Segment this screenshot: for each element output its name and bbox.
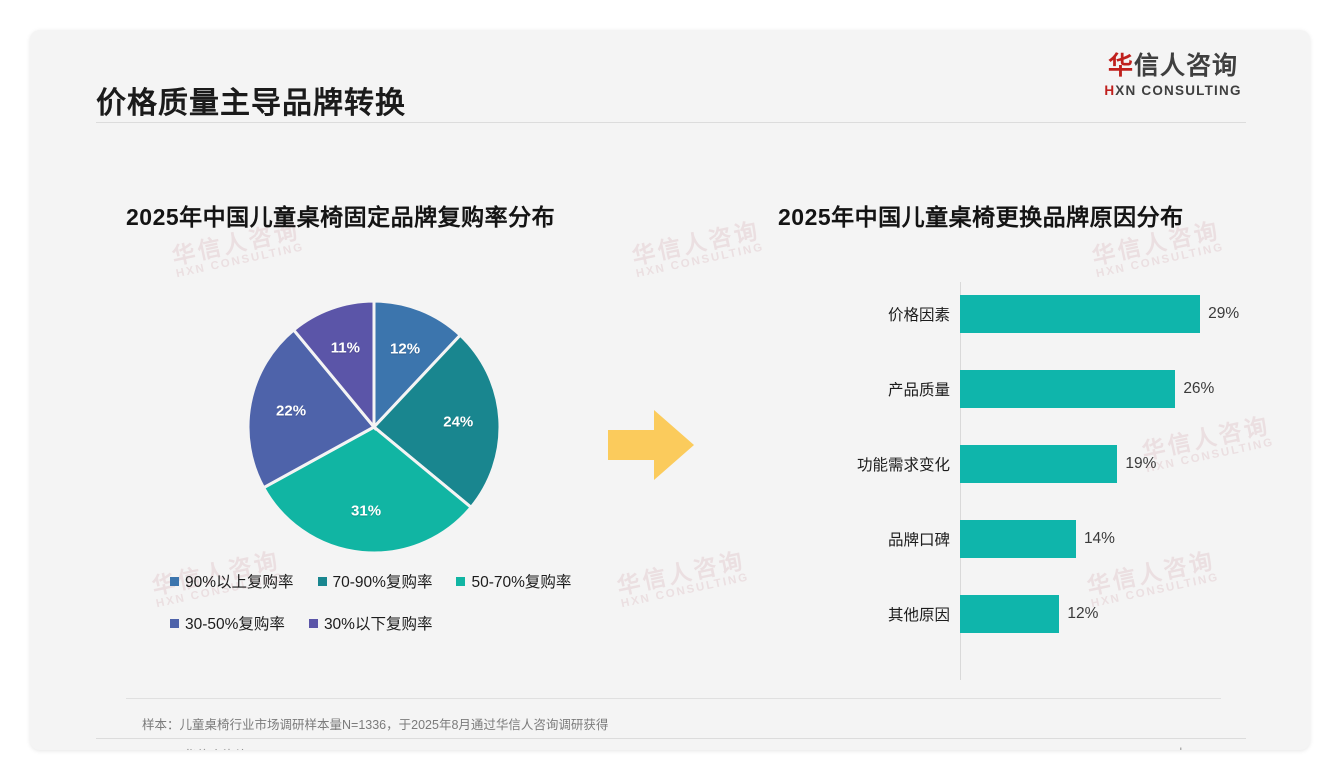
legend-item-label: 50-70%复购率 bbox=[471, 574, 572, 591]
transition-arrow bbox=[608, 408, 694, 487]
logo-chinese-accent: 华 bbox=[1107, 52, 1134, 80]
bar-track: 14% bbox=[960, 519, 1258, 559]
watermark-line2: HXN CONSULTING bbox=[175, 241, 306, 281]
legend-item[interactable]: 30%以下复购率 bbox=[308, 612, 433, 634]
slide-header: 价格质量主导品牌转换 华信人咨询 HXN CONSULTING bbox=[30, 30, 1310, 130]
pie-slice bbox=[246, 327, 377, 490]
slide-canvas: 价格质量主导品牌转换 华信人咨询 HXN CONSULTING 华信人咨询 HX… bbox=[30, 30, 1310, 750]
bar-value-label: 26% bbox=[1183, 380, 1215, 397]
legend-item-label: 30%以下复购率 bbox=[323, 616, 433, 633]
bar-category-label: 价格因素 bbox=[887, 307, 950, 324]
logo-chinese: 华信人咨询 bbox=[1098, 52, 1248, 81]
legend-item-label: 30-50%复购率 bbox=[185, 616, 285, 633]
pie-slice-label: 12% bbox=[390, 340, 421, 357]
bar-chart: 价格因素 29% 产品质量 26% 功能需求变化 19% 品牌口碑 14% 其他原因 12% bbox=[778, 282, 1258, 680]
legend-item[interactable]: 50-70%复购率 bbox=[456, 570, 571, 592]
bar-category-label: 产品质量 bbox=[887, 382, 950, 399]
bar-value-label: 29% bbox=[1208, 305, 1240, 322]
legend-swatch-icon bbox=[170, 576, 179, 586]
bar-track: 29% bbox=[960, 294, 1258, 334]
pie-slice-label: 24% bbox=[443, 413, 474, 431]
logo-english-accent: H bbox=[1104, 82, 1116, 98]
bar-track: 12% bbox=[960, 594, 1258, 634]
note-divider bbox=[126, 698, 1221, 699]
bar-chart-row: 价格因素 29% bbox=[778, 294, 1258, 334]
logo-english: HXN CONSULTING bbox=[1098, 83, 1248, 98]
pie-chart-legend: 90%以上复购率 70-90%复购率 50-70%复购率 30-50%复购率 30%以… bbox=[170, 570, 620, 654]
watermark-line2: HXN CONSULTING bbox=[1095, 241, 1226, 281]
legend-row: 30-50%复购率 30%以下复购率 bbox=[170, 612, 620, 634]
watermark-line1: 华信人咨询 bbox=[629, 216, 763, 270]
bar-fill[interactable] bbox=[960, 595, 1060, 633]
bar-track: 26% bbox=[960, 369, 1258, 409]
bar-value-label: 19% bbox=[1125, 455, 1157, 472]
pie-slice bbox=[371, 333, 502, 510]
pie-chart-svg bbox=[246, 299, 502, 555]
bar-chart-row: 其他原因 12% bbox=[778, 594, 1258, 634]
pie-slice-label: 11% bbox=[330, 339, 360, 357]
pie-chart-title: 2025年中国儿童桌椅固定品牌复购率分布 bbox=[126, 204, 556, 230]
bar-chart-row: 品牌口碑 14% bbox=[778, 519, 1258, 559]
legend-item[interactable]: 90%以上复购率 bbox=[170, 570, 294, 592]
legend-swatch-icon bbox=[317, 576, 327, 586]
pie-slice-label: 31% bbox=[351, 502, 382, 520]
company-logo: 华信人咨询 HXN CONSULTING bbox=[1098, 52, 1248, 98]
bar-track: 19% bbox=[960, 444, 1258, 484]
legend-item[interactable]: 30-50%复购率 bbox=[170, 612, 285, 634]
footer-copyright: ©2025.10 HXR华信人咨询 bbox=[96, 745, 249, 750]
bar-chart-row: 产品质量 26% bbox=[778, 369, 1258, 409]
bar-value-label: 14% bbox=[1083, 530, 1115, 547]
pie-slice bbox=[372, 299, 463, 431]
bar-chart-title: 2025年中国儿童桌椅更换品牌原因分布 bbox=[778, 204, 1184, 230]
page-title: 价格质量主导品牌转换 bbox=[96, 87, 406, 120]
bar-fill[interactable] bbox=[960, 370, 1176, 408]
watermark-line2: HXN CONSULTING bbox=[635, 241, 766, 281]
legend-item[interactable]: 70-90%复购率 bbox=[317, 570, 433, 592]
bar-chart-row: 功能需求变化 19% bbox=[778, 444, 1258, 484]
watermark-line2: HXN CONSULTING bbox=[620, 571, 751, 611]
pie-slice bbox=[261, 425, 474, 555]
bar-value-label: 12% bbox=[1067, 605, 1099, 622]
watermark: 华信人咨询 HXN CONSULTING bbox=[629, 216, 766, 281]
sample-note: 样本：儿童桌椅行业市场调研样本量N=1336，于2025年8月通过华信人咨询调研… bbox=[142, 718, 609, 732]
pie-slice bbox=[291, 299, 376, 432]
arrow-right-icon bbox=[608, 410, 694, 480]
pie-chart: 12% 24% 31% 22% 11% bbox=[245, 298, 503, 556]
bar-fill[interactable] bbox=[960, 295, 1201, 333]
legend-swatch-icon bbox=[170, 618, 179, 628]
bar-category-label: 功能需求变化 bbox=[856, 457, 950, 474]
watermark: 华信人咨询 HXN CONSULTING bbox=[614, 546, 751, 611]
footer-divider bbox=[96, 738, 1246, 739]
bar-category-label: 品牌口碑 bbox=[887, 532, 950, 549]
logo-english-rest: XN CONSULTING bbox=[1115, 82, 1242, 98]
logo-chinese-rest: 信人咨询 bbox=[1134, 52, 1239, 80]
legend-row: 90%以上复购率 70-90%复购率 50-70%复购率 bbox=[170, 570, 620, 592]
watermark-line1: 华信人咨询 bbox=[614, 546, 748, 600]
pie-slice-label: 22% bbox=[276, 402, 307, 420]
legend-item-label: 70-90%复购率 bbox=[332, 574, 433, 591]
legend-item-label: 90%以上复购率 bbox=[185, 574, 294, 591]
bar-category-label: 其他原因 bbox=[887, 607, 950, 624]
legend-swatch-icon bbox=[308, 618, 318, 628]
legend-swatch-icon bbox=[456, 576, 466, 586]
bar-fill[interactable] bbox=[960, 445, 1118, 483]
bar-fill[interactable] bbox=[960, 520, 1076, 558]
footer-website: www.hxrcon.com bbox=[1150, 746, 1244, 750]
header-divider bbox=[96, 122, 1246, 123]
